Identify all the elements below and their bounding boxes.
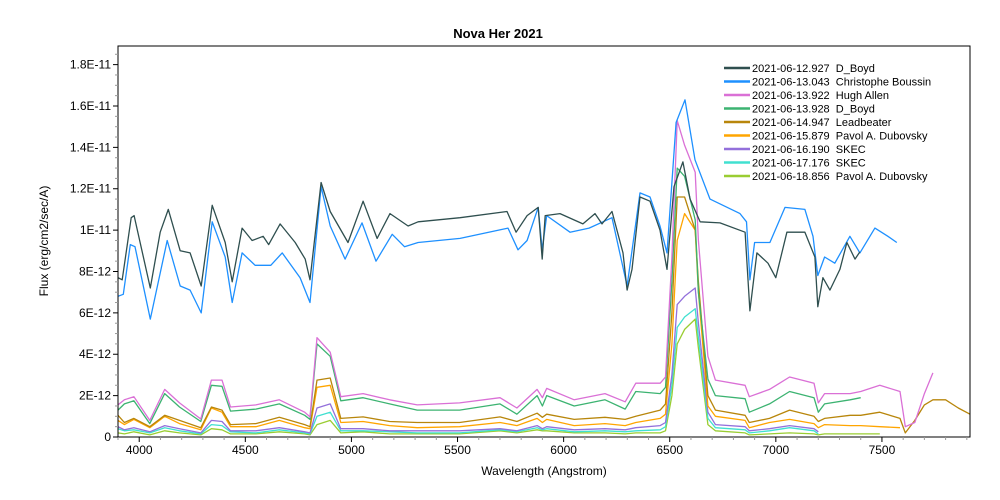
series-line-6 <box>117 287 819 434</box>
plot-frame <box>117 45 971 438</box>
y-tick-label: 2E-12 <box>79 389 111 403</box>
series-line-2 <box>117 119 934 428</box>
y-tick-label: 8E-12 <box>79 264 111 278</box>
chart-title: Nova Her 2021 <box>453 26 543 41</box>
plot-lines <box>117 99 971 436</box>
series-line-3 <box>117 167 861 425</box>
x-tick-label: 5000 <box>338 443 365 457</box>
legend-label-3: 2021-06-13.928 D_Boyd <box>752 104 875 116</box>
x-tick-label: 5500 <box>444 443 471 457</box>
y-tick-label: 1.8E-11 <box>70 58 111 72</box>
series-line-5 <box>117 212 901 431</box>
x-tick-label: 7000 <box>762 443 789 457</box>
y-tick-label: 1.4E-11 <box>70 140 111 154</box>
axes: 4000 4500 5000 5500 6000 6500 7000 7500 0 2E-12 4E… <box>70 45 971 457</box>
series-line-0 <box>117 161 861 312</box>
y-tick-label: 1E-11 <box>80 223 111 237</box>
y-tick-label: 4E-12 <box>79 347 111 361</box>
x-tick-label: 4500 <box>232 443 259 457</box>
y-tick-label: 1.6E-11 <box>70 99 111 113</box>
series-line-4 <box>117 196 971 434</box>
legend-label-8: 2021-06-18.856 Pavol A. Dubovsky <box>752 171 928 183</box>
x-tick-label: 6000 <box>550 443 577 457</box>
legend-label-1: 2021-06-13.043 Christophe Boussin <box>752 77 931 89</box>
legend-label-7: 2021-06-17.176 SKEC <box>752 158 866 170</box>
x-tick-label: 4000 <box>126 443 153 457</box>
legend-label-2: 2021-06-13.922 Hugh Allen <box>752 90 889 102</box>
series-line-8 <box>117 318 880 436</box>
series-line-7 <box>117 308 819 435</box>
x-tick-label: 6500 <box>656 443 683 457</box>
legend: 2021-06-12.927 D_Boyd 2021-06-13.043 Chri… <box>724 63 931 183</box>
legend-label-6: 2021-06-16.190 SKEC <box>752 144 866 156</box>
legend-label-5: 2021-06-15.879 Pavol A. Dubovsky <box>752 131 928 143</box>
x-axis-label: Wavelength (Angstrom) <box>481 464 607 478</box>
legend-label-4: 2021-06-14.947 Leadbeater <box>752 117 892 129</box>
y-axis-label: Flux (erg/cm2/sec/A) <box>37 186 51 297</box>
x-tick-label: 7500 <box>869 443 896 457</box>
y-tick-label: 6E-12 <box>79 306 111 320</box>
legend-label-0: 2021-06-12.927 D_Boyd <box>752 63 875 75</box>
y-tick-label: 0 <box>104 430 111 444</box>
y-tick-label: 1.2E-11 <box>70 182 111 196</box>
